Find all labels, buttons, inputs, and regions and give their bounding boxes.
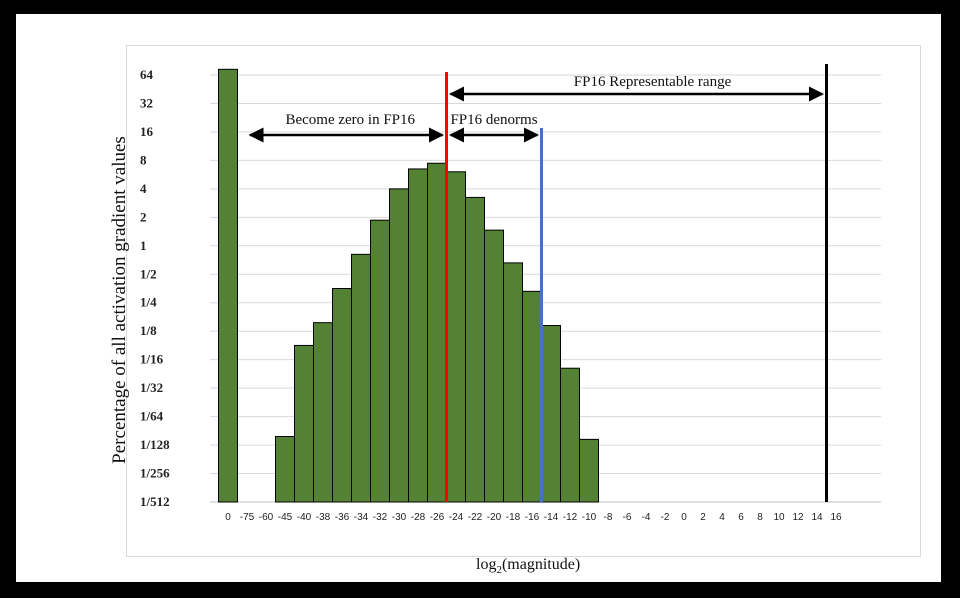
bar <box>503 262 523 503</box>
x-tick-label: -34 <box>354 512 369 523</box>
x-tick-label: -16 <box>525 512 540 523</box>
x-tick-label: -60 <box>259 512 274 523</box>
x-tick-label: 0 <box>681 512 687 523</box>
bar <box>389 188 409 503</box>
y-tick-label: 1/128 <box>140 437 170 452</box>
y-tick-label: 64 <box>140 67 154 82</box>
y-tick-label: 8 <box>140 152 147 167</box>
x-tick-label: 4 <box>719 512 725 523</box>
x-tick-label: -28 <box>411 512 426 523</box>
figure-panel: 64 32 16 8 4 2 1 1/2 1/4 1/8 1/16 1/32 1/64 1/128 1/25… <box>16 14 941 582</box>
bar <box>408 168 428 503</box>
chart: 64321684211/21/41/81/161/321/641/1281/25… <box>140 64 881 523</box>
x-tick-label: -30 <box>392 512 407 523</box>
annotation-denorms: FP16 denorms <box>450 112 537 128</box>
x-tick-label: -32 <box>373 512 388 523</box>
annotation-become-zero: Become zero in FP16 <box>285 112 415 128</box>
y-tick-label: 1/2 <box>140 266 157 281</box>
bar <box>427 162 447 503</box>
y-tick-label: 1 <box>140 238 147 253</box>
x-tick-label: -14 <box>544 512 559 523</box>
x-tick-label: -26 <box>430 512 445 523</box>
x-tick-label: -18 <box>506 512 521 523</box>
y-tick-label: 1/32 <box>140 380 163 395</box>
x-tick-label: -24 <box>449 512 464 523</box>
bar <box>313 322 333 503</box>
x-tick-label: -6 <box>623 512 632 523</box>
x-tick-label: -36 <box>335 512 350 523</box>
x-tick-label: 10 <box>773 512 785 523</box>
y-tick-label: 1/512 <box>140 494 170 509</box>
annotation-representable-range: FP16 Representable range <box>574 74 732 90</box>
x-tick-label: 6 <box>738 512 744 523</box>
x-tick-label: 14 <box>811 512 823 523</box>
bar <box>294 344 314 503</box>
y-tick-label: 1/8 <box>140 323 157 338</box>
x-tick-label: 16 <box>830 512 842 523</box>
bar <box>332 288 352 503</box>
x-tick-label: -38 <box>316 512 331 523</box>
bar <box>522 290 542 503</box>
y-tick-label: 1/64 <box>140 409 164 424</box>
chart-frame <box>126 45 921 557</box>
bar <box>465 196 485 503</box>
bar <box>351 253 371 503</box>
y-tick-label: 16 <box>140 124 154 139</box>
x-tick-label: -22 <box>468 512 483 523</box>
bar <box>541 325 561 503</box>
bar <box>560 367 580 503</box>
bar <box>275 436 295 503</box>
x-tick-label: 2 <box>700 512 706 523</box>
x-tick-label: 8 <box>757 512 763 523</box>
x-tick-label: 0 <box>225 512 231 523</box>
x-axis-label: log2(magnitude) <box>476 556 581 577</box>
bar <box>218 68 238 503</box>
y-tick-label: 32 <box>140 95 153 110</box>
bar <box>370 219 390 503</box>
bar <box>484 229 504 503</box>
x-tick-label: -2 <box>661 512 670 523</box>
y-axis-label: Percentage of all activation gradient va… <box>109 136 130 464</box>
bar <box>579 438 599 503</box>
x-tick-label: -8 <box>604 512 613 523</box>
x-tick-label: -10 <box>582 512 597 523</box>
x-tick-label: 12 <box>792 512 804 523</box>
y-tick-label: 1/4 <box>140 295 157 310</box>
y-tick-label: 1/256 <box>140 466 170 481</box>
y-tick-label: 2 <box>140 209 147 224</box>
x-tick-label: -40 <box>297 512 312 523</box>
x-tick-label: -4 <box>642 512 651 523</box>
bar <box>446 171 466 503</box>
x-tick-label: -45 <box>278 512 293 523</box>
x-tick-label: -20 <box>487 512 502 523</box>
x-tick-label: -75 <box>240 512 255 523</box>
y-tick-label: 1/16 <box>140 352 164 367</box>
y-tick-label: 4 <box>140 181 147 196</box>
x-tick-label: -12 <box>563 512 578 523</box>
